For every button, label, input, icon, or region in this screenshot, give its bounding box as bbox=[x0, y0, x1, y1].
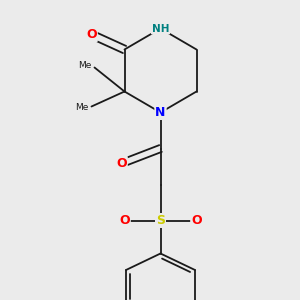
Text: Me: Me bbox=[78, 61, 92, 70]
Text: O: O bbox=[191, 214, 202, 227]
Text: S: S bbox=[156, 214, 165, 227]
Text: O: O bbox=[86, 28, 97, 41]
Text: O: O bbox=[119, 214, 130, 227]
Text: O: O bbox=[116, 157, 127, 170]
Text: Me: Me bbox=[75, 103, 88, 112]
Text: N: N bbox=[155, 106, 166, 119]
Text: NH: NH bbox=[152, 23, 169, 34]
